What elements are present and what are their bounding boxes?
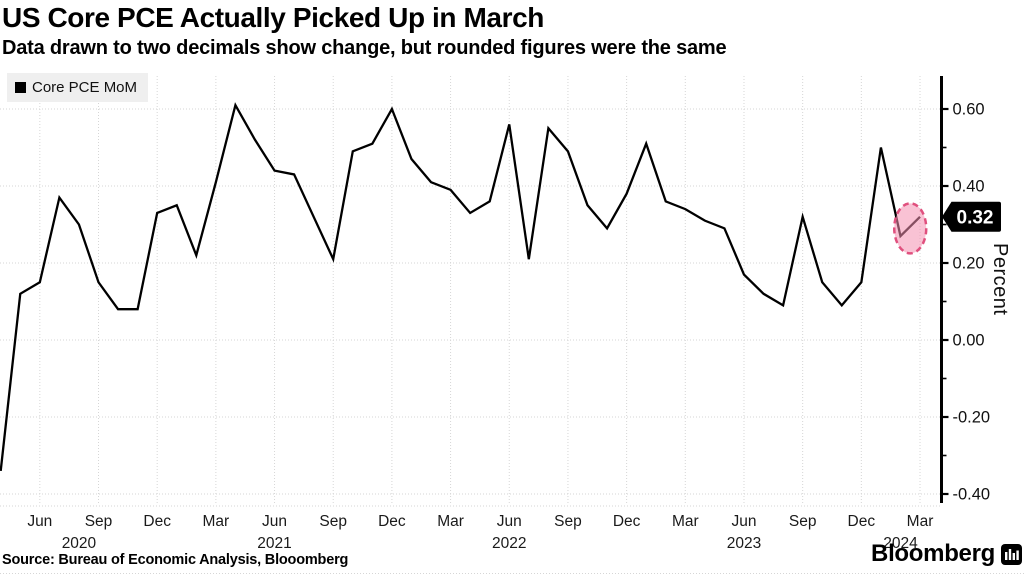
highlight-ellipse — [892, 202, 928, 255]
value-badge-label: 0.32 — [957, 207, 994, 228]
y-tick-label: -0.40 — [953, 486, 991, 504]
y-tick-label: 0.00 — [953, 332, 985, 350]
x-tick-label: Sep — [85, 513, 113, 530]
source-note: Source: Bureau of Economic Analysis, Blo… — [2, 552, 349, 568]
x-tick-label: Sep — [554, 513, 582, 530]
year-label: 2024 — [883, 535, 918, 552]
x-tick-label: Jun — [497, 513, 522, 530]
x-tick-label: Dec — [378, 513, 406, 530]
bloomberg-logo-icon — [1001, 543, 1022, 565]
x-tick-label: Jun — [27, 513, 52, 530]
core-pce-line — [0, 102, 921, 472]
y-tick-label: 0.20 — [953, 255, 985, 273]
chart-subtitle: Data drawn to two decimals show change, … — [2, 37, 727, 59]
x-tick-label: Jun — [731, 513, 756, 530]
x-tick-label: Sep — [319, 513, 347, 530]
chart-title: US Core PCE Actually Picked Up in March — [2, 2, 544, 33]
x-tick-label: Jun — [262, 513, 287, 530]
x-tick-label: Mar — [907, 513, 934, 530]
year-label: 2022 — [492, 535, 526, 552]
legend-label: Core PCE MoM — [32, 79, 138, 96]
x-tick-label: Mar — [203, 513, 230, 530]
x-tick-label: Mar — [437, 513, 464, 530]
bloomberg-branding: Bloomberg — [871, 540, 1022, 568]
x-tick-label: Dec — [143, 513, 171, 530]
series-marker-icon — [15, 82, 26, 93]
year-label: 2021 — [257, 535, 291, 552]
x-tick-label: Sep — [789, 513, 817, 530]
x-tick-label: Dec — [848, 513, 876, 530]
y-axis-title: Percent — [989, 243, 1011, 316]
y-tick-label: 0.40 — [953, 178, 985, 196]
y-tick-label: 0.60 — [953, 101, 985, 119]
bloomberg-wordmark: Bloomberg — [871, 540, 995, 567]
legend: Core PCE MoM — [7, 73, 149, 102]
value-badge — [942, 201, 1001, 232]
y-tick-label: -0.20 — [953, 409, 991, 427]
x-tick-label: Dec — [613, 513, 641, 530]
x-tick-label: Mar — [672, 513, 699, 530]
year-label: 2020 — [62, 535, 97, 552]
year-label: 2023 — [727, 535, 761, 552]
